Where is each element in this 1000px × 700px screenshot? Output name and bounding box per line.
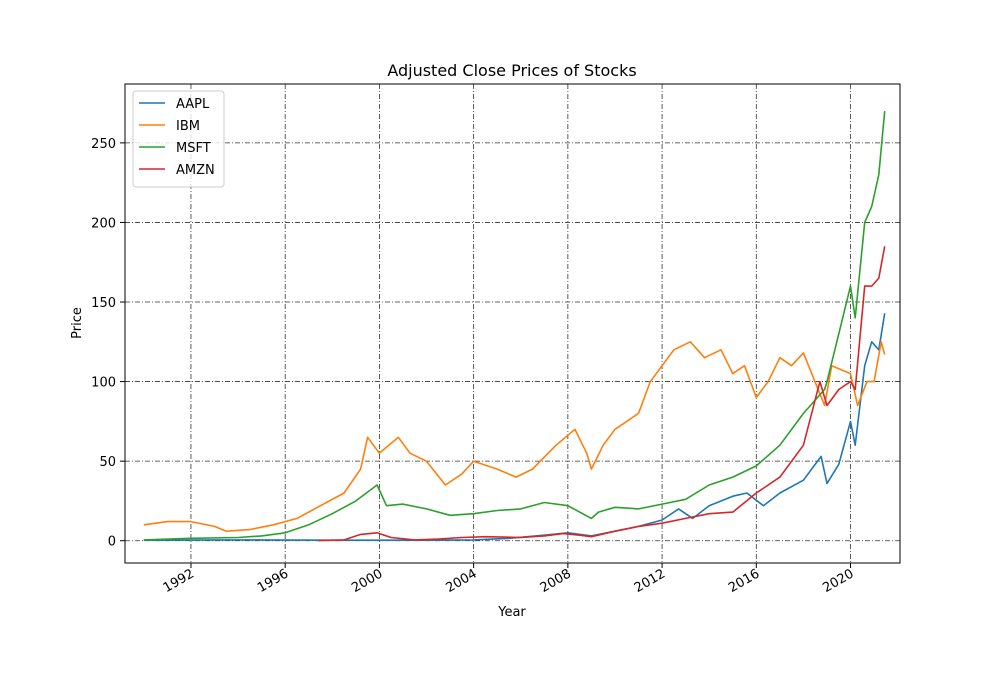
legend-box — [132, 90, 225, 188]
x-axis: 1992 1996 2000 2004 2008 2012 2016 2020 — [161, 563, 857, 596]
x-tick-label: 2012 — [632, 566, 668, 596]
x-tick-label: 2004 — [443, 566, 479, 596]
x-tick-label: 2000 — [349, 566, 385, 596]
series-line-ibm — [143, 340, 886, 533]
legend-label: AAPL — [176, 97, 210, 112]
x-tick-label: 2016 — [726, 566, 762, 596]
legend-label: MSFT — [176, 141, 211, 156]
chart-title: Adjusted Close Prices of Stocks — [387, 61, 636, 80]
series-line-amzn — [318, 246, 886, 542]
y-tick-label: 0 — [108, 535, 116, 550]
y-tick-label: 100 — [91, 376, 116, 391]
x-axis-label: Year — [497, 605, 526, 620]
series-group — [143, 111, 886, 542]
legend: AAPL IBM MSFT AMZN — [132, 90, 225, 188]
plot-frame — [124, 83, 901, 564]
x-tick-label: 1992 — [161, 566, 197, 596]
y-tick-label: 50 — [99, 455, 116, 470]
x-tick-label: 2008 — [538, 566, 574, 596]
series-line-aapl — [143, 313, 886, 542]
y-tick-label: 250 — [91, 137, 116, 152]
legend-label: IBM — [176, 119, 200, 134]
y-tick-label: 150 — [91, 296, 116, 311]
legend-label: AMZN — [176, 163, 215, 178]
x-tick-label: 2020 — [820, 566, 856, 596]
series-line-msft — [143, 111, 886, 541]
x-tick-label: 1996 — [255, 566, 291, 596]
y-axis: 0 50 100 150 200 250 — [91, 137, 125, 550]
y-tick-label: 200 — [91, 216, 116, 231]
y-axis-label: Price — [70, 307, 85, 339]
grid — [125, 84, 900, 563]
